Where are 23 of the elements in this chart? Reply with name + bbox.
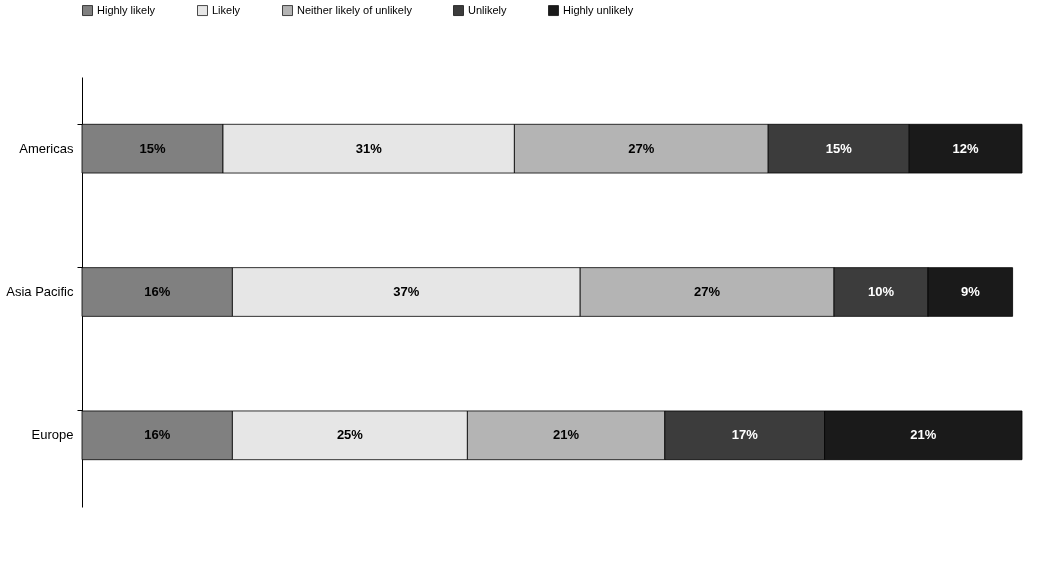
data-label: 27% — [628, 140, 655, 156]
data-label: 31% — [355, 140, 383, 156]
data-label: 25% — [336, 427, 364, 443]
data-label: 21% — [553, 427, 580, 443]
legend-label: Neither likely of unlikely — [297, 3, 413, 16]
data-label: 27% — [694, 284, 721, 299]
y-tick-label: Asia Pacific — [6, 284, 74, 299]
data-label: 21% — [910, 427, 937, 443]
legend-label: Likely — [212, 3, 241, 16]
data-label: 17% — [731, 427, 759, 443]
legend-label: Highly unlikely — [563, 3, 634, 16]
data-label: 37% — [393, 284, 420, 299]
y-tick-label: Europe — [31, 427, 74, 443]
data-label: 9% — [960, 284, 981, 299]
data-label: 16% — [144, 284, 171, 299]
data-label: 10% — [867, 284, 895, 299]
data-label: 12% — [952, 140, 980, 156]
data-label: 16% — [144, 427, 171, 443]
y-tick-label: Americas — [19, 140, 74, 156]
legend-label: Highly likely — [97, 3, 156, 16]
legend-label: Unlikely — [468, 3, 508, 16]
data-label: 15% — [139, 140, 166, 156]
data-label: 15% — [825, 140, 853, 156]
